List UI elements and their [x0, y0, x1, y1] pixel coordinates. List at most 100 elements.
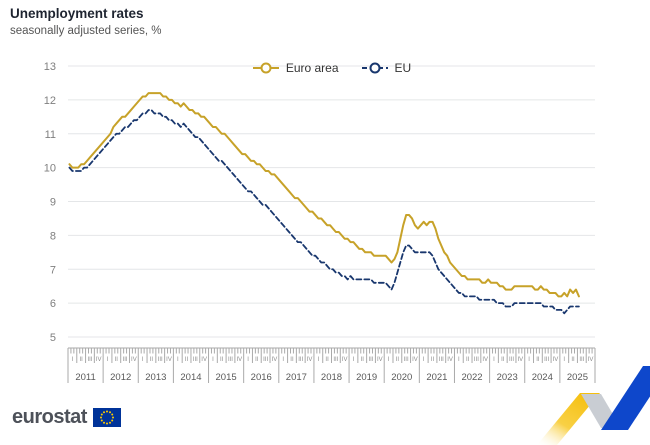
quarter-tick-label: I: [247, 357, 249, 363]
quarter-tick-label: I: [282, 357, 284, 363]
quarter-tick-label: III: [123, 357, 128, 363]
y-tick-label: 12: [44, 95, 56, 107]
eu-marker-icon: [361, 62, 388, 74]
quarter-tick-label: III: [193, 357, 198, 363]
quarter-tick-label: III: [158, 357, 163, 363]
flag-star: [100, 419, 103, 422]
y-tick-label: 13: [44, 61, 56, 73]
quarter-tick-label: III: [263, 357, 268, 363]
legend-label-eu: EU: [394, 61, 412, 75]
flag-star: [108, 411, 111, 414]
quarter-tick-label: II: [115, 357, 119, 363]
quarter-tick-label: I: [563, 357, 565, 363]
quarter-tick-label: IV: [307, 357, 313, 363]
year-tick-label: 2018: [321, 372, 342, 383]
flag-star: [111, 413, 114, 416]
quarter-tick-label: II: [150, 357, 154, 363]
year-tick-label: 2020: [391, 372, 412, 383]
quarter-tick-label: I: [317, 357, 319, 363]
quarter-tick-label: IV: [588, 357, 594, 363]
year-tick-label: 2012: [110, 372, 131, 383]
quarter-tick-label: II: [361, 357, 365, 363]
quarter-tick-label: IV: [131, 357, 137, 363]
quarter-tick-label: II: [431, 357, 435, 363]
quarter-tick-label: IV: [166, 357, 172, 363]
flag-star: [105, 410, 108, 413]
year-tick-label: 2019: [356, 372, 377, 383]
quarter-tick-label: III: [544, 357, 549, 363]
y-tick-label: 11: [45, 129, 56, 141]
flag-star: [99, 416, 102, 419]
quarter-tick-label: III: [228, 357, 233, 363]
year-tick-label: 2025: [567, 372, 588, 383]
eu-line: [68, 109, 580, 315]
year-tick-label: 2015: [216, 372, 237, 383]
quarter-tick-label: III: [439, 357, 444, 363]
y-tick-label: 7: [50, 264, 56, 276]
quarter-tick-label: II: [220, 357, 224, 363]
legend-label-euro-area: Euro area: [285, 61, 339, 75]
quarter-tick-label: II: [255, 357, 259, 363]
quarter-tick-label: I: [528, 357, 530, 363]
y-tick-label: 6: [50, 298, 56, 310]
chart-legend: Euro area EU: [68, 61, 595, 75]
quarter-tick-label: I: [177, 357, 179, 363]
y-gridlines: [68, 65, 595, 338]
quarter-tick-label: I: [458, 357, 460, 363]
y-tick-label: 5: [50, 332, 56, 344]
quarter-tick-label: IV: [377, 357, 383, 363]
quarter-tick-label: I: [107, 357, 109, 363]
swoosh-blue-shape: [601, 366, 650, 430]
quarter-tick-label: III: [87, 357, 92, 363]
quarter-tick-label: I: [72, 357, 74, 363]
flag-star: [111, 416, 114, 419]
quarter-tick-label: IV: [412, 357, 418, 363]
y-tick-label: 9: [50, 197, 56, 209]
quarter-tick-label: II: [396, 357, 400, 363]
year-tick-label: 2024: [532, 372, 553, 383]
flag-star: [102, 421, 105, 424]
quarter-tick-label: II: [290, 357, 294, 363]
y-tick-label: 10: [44, 163, 56, 175]
quarter-tick-label: IV: [272, 357, 278, 363]
year-tick-label: 2023: [497, 372, 518, 383]
quarter-tick-label: III: [298, 357, 303, 363]
quarter-tick-label: III: [333, 357, 338, 363]
page-title: Unemployment rates: [10, 6, 144, 21]
quarter-tick-label: IV: [96, 357, 102, 363]
quarter-tick-label: III: [509, 357, 514, 363]
flag-star: [108, 421, 111, 424]
quarter-tick-label: I: [353, 357, 355, 363]
legend-item-euro-area: Euro area: [252, 61, 339, 75]
legend-item-eu: EU: [361, 61, 412, 75]
eurostat-logo-text: eurostat: [12, 406, 87, 428]
quarter-tick-label: I: [142, 357, 144, 363]
quarter-tick-label: II: [501, 357, 505, 363]
flag-star: [105, 422, 108, 425]
eu-flag-icon: [92, 408, 121, 427]
quarter-tick-label: II: [325, 357, 329, 363]
quarter-tick-label: IV: [518, 357, 524, 363]
quarter-tick-label: II: [536, 357, 540, 363]
euro-area-marker-icon: [252, 62, 279, 74]
quarter-tick-label: IV: [342, 357, 348, 363]
quarter-tick-label: IV: [553, 357, 559, 363]
quarter-tick-label: IV: [447, 357, 453, 363]
quarter-tick-label: III: [369, 357, 374, 363]
quarter-tick-label: IV: [236, 357, 242, 363]
year-tick-label: 2013: [145, 372, 166, 383]
euro-area-line: [68, 92, 580, 298]
year-tick-label: 2021: [426, 372, 447, 383]
page-subtitle: seasonally adjusted series, %: [10, 25, 162, 37]
flag-star: [100, 413, 103, 416]
year-tick-label: 2022: [461, 372, 482, 383]
quarter-tick-label: I: [423, 357, 425, 363]
flag-star: [102, 411, 105, 414]
quarter-tick-label: I: [388, 357, 390, 363]
quarter-tick-label: III: [404, 357, 409, 363]
year-tick-label: 2011: [75, 372, 95, 383]
year-tick-label: 2014: [180, 372, 201, 383]
quarter-tick-label: II: [80, 357, 84, 363]
